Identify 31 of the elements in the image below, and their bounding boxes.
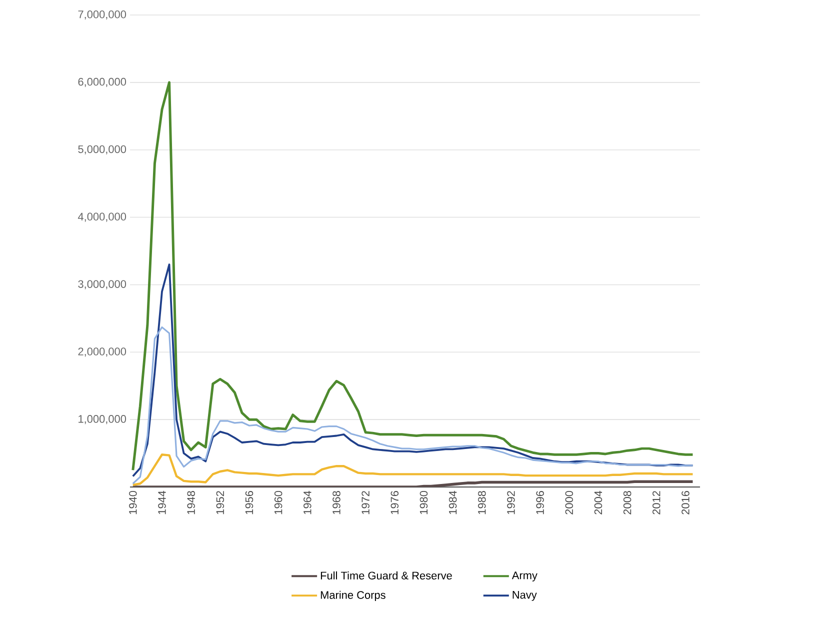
y-tick-label: 7,000,000	[78, 10, 126, 20]
x-tick-label: 1948	[187, 491, 195, 514]
legend-label: Army	[512, 572, 538, 582]
legend-label: Full Time Guard & Reserve	[320, 571, 452, 580]
x-tick-label: 1984	[448, 490, 457, 514]
y-tick-label: 4,000,000	[78, 212, 126, 222]
x-tick-label: 2000	[565, 490, 574, 514]
x-tick-label: 1964	[304, 490, 312, 514]
y-tick-label: 6,000,000	[78, 78, 126, 87]
x-tick-label: 1972	[362, 491, 370, 514]
x-tick-label: 1988	[478, 491, 486, 514]
x-tick-label: 1968	[332, 491, 340, 514]
x-tick-label: 1976	[390, 491, 399, 514]
x-tick-label: 2004	[594, 490, 602, 514]
x-tick-label: 1952	[216, 491, 224, 514]
y-tick-label: 5,000,000	[78, 145, 126, 154]
x-tick-label: 1996	[536, 491, 544, 514]
x-tick-label: 1960	[274, 490, 282, 514]
legend-label: Marine Corps	[320, 590, 386, 602]
x-tick-label: 2008	[623, 491, 632, 514]
x-tick-label: 1980	[420, 490, 428, 514]
x-tick-label: 1940	[129, 490, 137, 514]
y-tick-label: 1,000,000	[78, 415, 126, 424]
legend-label: Navy	[512, 591, 537, 601]
y-tick-label: 3,000,000	[78, 280, 126, 290]
y-tick-label: 2,000,000	[78, 348, 126, 357]
x-tick-label: 2012	[652, 491, 660, 514]
x-tick-label: 1956	[245, 491, 254, 514]
x-tick-label: 2016	[682, 491, 690, 514]
x-tick-label: 1944	[158, 490, 166, 514]
x-tick-label: 1992	[507, 491, 515, 514]
